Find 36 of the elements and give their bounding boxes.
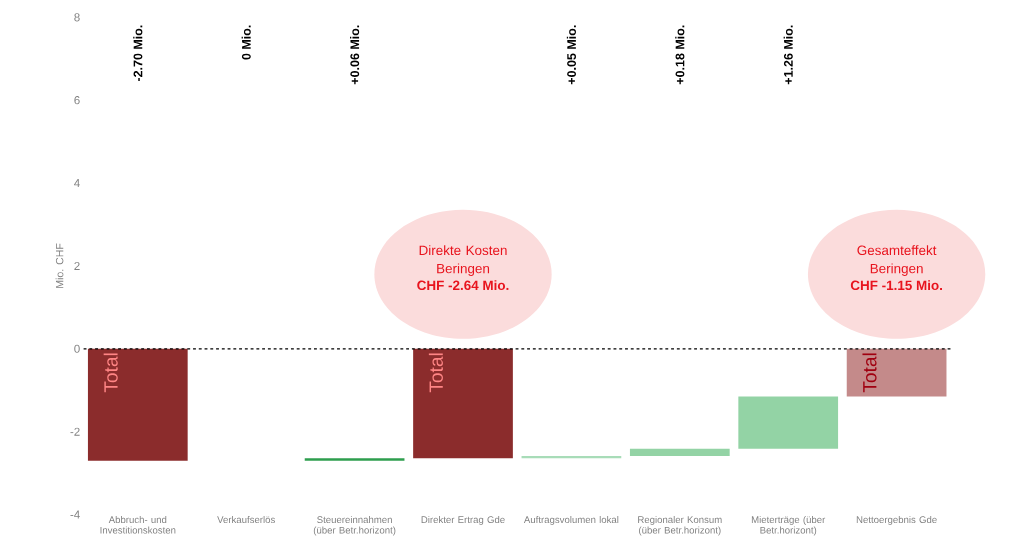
x-tick-label: Regionaler Konsum (über Betr.horizont): [638, 515, 722, 536]
y-tick-label: 6: [74, 96, 80, 105]
x-tick-label: Nettoergebnis Gde: [856, 515, 937, 525]
bar: [846, 348, 947, 397]
annotation: +0.06 Mio.: [350, 25, 360, 85]
annotation: Direkte Kosten Beringen: [419, 245, 507, 276]
annotation: +0.05 Mio.: [566, 25, 576, 85]
x-tick-label: Mieterträge (über Betr.horizont): [751, 515, 826, 536]
bar: [629, 448, 730, 457]
y-tick-label: 2: [74, 261, 80, 270]
annotation: 0 Mio.: [241, 25, 251, 60]
annotation: Gesamteffekt Beringen: [857, 245, 937, 276]
annotation: Total: [103, 353, 118, 393]
annotation: Total: [862, 353, 877, 393]
y-axis-title: Mio. CHF: [55, 243, 64, 288]
annotation: CHF -1.15 Mio.: [850, 280, 942, 291]
bar: [521, 456, 622, 459]
bar: [87, 348, 188, 461]
y-tick-label: 4: [74, 179, 80, 187]
annotation: CHF -2.64 Mio.: [417, 280, 509, 291]
y-tick-label: 8: [74, 13, 80, 22]
y-tick-label: 0: [74, 344, 80, 353]
x-tick-label: Abbruch- und Investitionskosten: [100, 515, 176, 534]
x-tick-label: Verkaufserlös: [217, 515, 275, 524]
x-tick-label: Auftragsvolumen lokal: [523, 515, 619, 525]
bar: [413, 348, 513, 459]
annotation: Total: [428, 353, 443, 393]
annotation: +1.26 Mio.: [783, 25, 793, 85]
bar: [304, 458, 405, 461]
y-tick-label: -2: [70, 427, 80, 436]
annotation: -2.70 Mio.: [133, 25, 143, 82]
annotation: +0.18 Mio.: [675, 25, 685, 85]
bar: [738, 396, 839, 449]
x-tick-label: Direkter Ertrag Gde: [421, 515, 505, 525]
x-tick-label: Steuereinnahmen (über Betr.horizont): [313, 515, 396, 536]
y-tick-label: -4: [70, 510, 80, 519]
